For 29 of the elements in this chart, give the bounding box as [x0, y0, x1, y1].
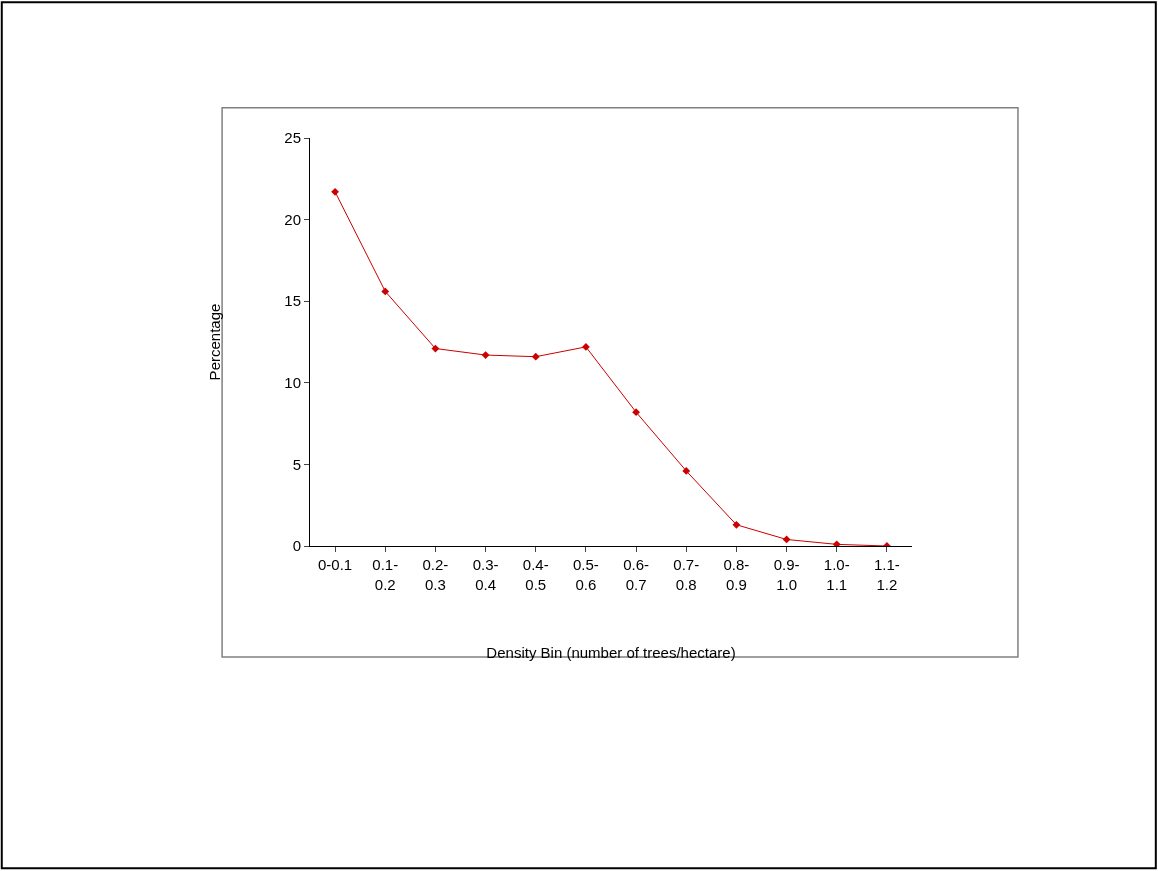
point — [331, 187, 339, 196]
y-tick-label: 20 — [284, 210, 301, 228]
point — [531, 352, 540, 361]
y-tick-label: 15 — [284, 292, 301, 310]
x-tick-label: 1.0- 1.1 — [823, 556, 850, 593]
x-tick-label: 0.4- 0.5 — [522, 556, 549, 593]
x-tick-label: 0.1- 0.2 — [372, 556, 399, 593]
point — [582, 343, 590, 351]
point — [732, 520, 741, 529]
y-tick-label: 5 — [292, 455, 301, 473]
point — [632, 408, 640, 417]
y-tick-label: 25 — [284, 129, 301, 147]
y-tick-label: 10 — [284, 374, 301, 392]
x-tick-label: 0-0.1 — [317, 556, 353, 573]
x-tick-label: 0.6- 0.7 — [623, 556, 650, 593]
x-tick-label: 0.7- 0.8 — [673, 556, 700, 593]
point — [682, 467, 691, 475]
x-tick-label: 0.8- 0.9 — [723, 556, 750, 593]
x-tick-label: 1.1- 1.2 — [873, 556, 900, 593]
x-tick-label: 0.9- 1.0 — [773, 556, 800, 593]
x-axis-title: Density Bin (number of trees/hectare) — [486, 643, 736, 661]
point — [431, 344, 440, 353]
x-tick-label: 0.2- 0.3 — [422, 556, 449, 593]
x-tick-label: 0.5- 0.6 — [572, 556, 599, 593]
x-tick-label: 0.3- 0.4 — [472, 556, 499, 593]
point — [381, 287, 390, 296]
point — [481, 351, 490, 359]
y-tick-label: 0 — [292, 537, 301, 555]
y-axis-title: Percentage — [205, 303, 223, 381]
